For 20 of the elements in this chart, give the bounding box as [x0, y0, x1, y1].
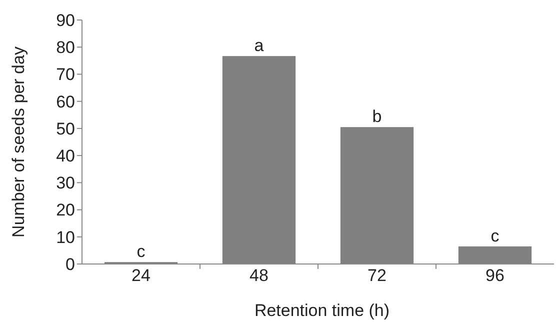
- x-axis-title: Retention time (h): [254, 301, 390, 320]
- y-tick-label: 30: [56, 174, 75, 193]
- x-tick-label: 24: [132, 266, 150, 285]
- annotation: c: [490, 226, 500, 246]
- y-tick-label: 0: [66, 254, 75, 274]
- annotation: b: [372, 107, 382, 126]
- y-tick-label: 90: [56, 10, 75, 30]
- y-tick-label: 10: [56, 228, 75, 247]
- y-tick-label: 60: [56, 92, 75, 112]
- y-axis-title: Number of seeds per day: [9, 46, 28, 238]
- y-tick-label: 70: [56, 65, 75, 84]
- y-tick-label: 20: [56, 200, 75, 220]
- y-tick-label: 50: [56, 119, 75, 138]
- y-tick-label: 40: [56, 146, 75, 166]
- annotation: c: [136, 242, 146, 262]
- x-tick-label: 72: [368, 266, 386, 285]
- y-tick-label: 80: [56, 38, 75, 58]
- x-tick-label: 96: [486, 266, 504, 285]
- x-tick-label: 48: [250, 266, 268, 285]
- annotation: a: [254, 36, 264, 56]
